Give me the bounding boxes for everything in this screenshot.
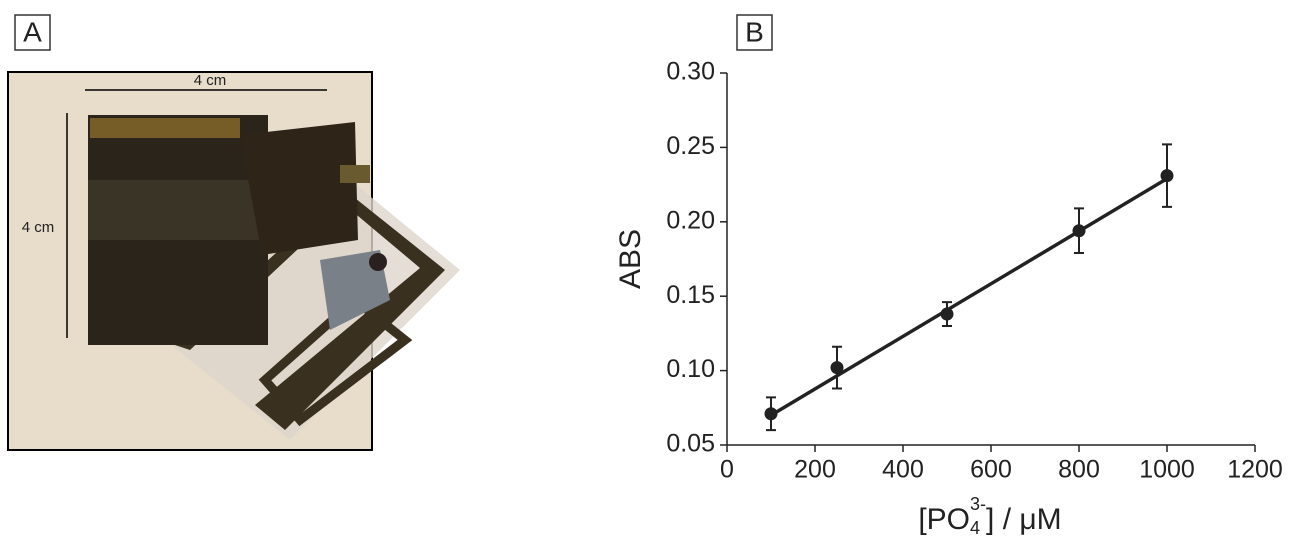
data-point	[831, 361, 844, 374]
x-tick-label: 1000	[1139, 456, 1195, 484]
x-tick-label: 600	[970, 456, 1012, 484]
data-point	[1161, 169, 1174, 182]
panel-label: A	[23, 16, 42, 47]
y-tick-label: 0.20	[666, 206, 715, 234]
x-tick-label: 0	[720, 456, 734, 484]
y-tick-label: 0.10	[666, 355, 715, 383]
x-axis-label-sup: 3-	[970, 494, 986, 514]
data-point	[1073, 224, 1086, 237]
figure: A 4 cm 4 cm B ABS [PO4 3-] / μM 0 200 400 60…	[0, 0, 1291, 537]
scale-label: 4 cm	[22, 219, 55, 236]
x-axis-label-part: ] / μM	[986, 503, 1062, 536]
x-axis-label-sub: 4	[970, 518, 980, 537]
photo	[8, 72, 460, 450]
panel-label: B	[745, 16, 764, 47]
data-point	[941, 308, 954, 321]
y-axis-label: ABS	[614, 229, 647, 289]
page: {"panel_a": {"label": "A", "scale_labels…	[0, 0, 1291, 542]
x-tick-label: 1200	[1227, 456, 1283, 484]
x-tick-label: 400	[882, 456, 924, 484]
y-tick-label: 0.15	[666, 281, 715, 309]
data-point	[765, 407, 778, 420]
x-axis-label-part: [PO	[918, 503, 970, 536]
y-tick-label: 0.30	[666, 58, 715, 86]
x-tick-label: 200	[794, 456, 836, 484]
fit-line	[771, 179, 1167, 416]
x-tick-label: 800	[1058, 456, 1100, 484]
y-tick-label: 0.05	[666, 430, 715, 458]
scale-label: 4 cm	[194, 72, 227, 89]
x-axis-label: [PO4 3-] / μM	[918, 494, 1061, 537]
y-tick-label: 0.25	[666, 132, 715, 160]
